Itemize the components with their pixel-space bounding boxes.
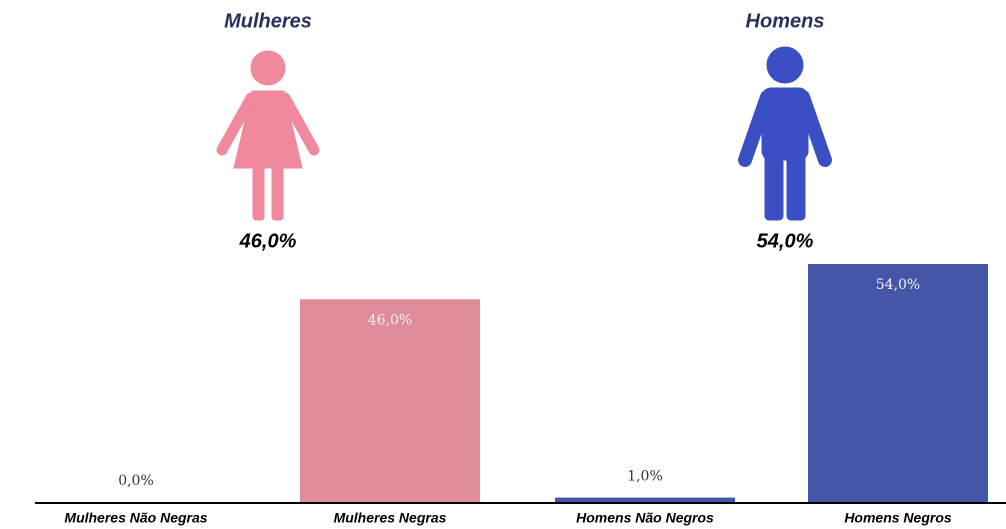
value-label: 0,0% [118, 473, 154, 489]
x-tick-label: Mulheres Negras [334, 510, 447, 526]
x-tick-label: Homens Não Negros [576, 510, 714, 526]
group-value: 54,0% [757, 230, 814, 252]
value-label: 54,0% [876, 277, 920, 293]
x-tick-label: Homens Negros [844, 510, 952, 526]
man-icon [738, 46, 832, 221]
group-value: 46,0% [239, 230, 297, 252]
group-label: Homens [746, 10, 825, 32]
woman-icon [216, 50, 320, 221]
group-label: Mulheres [224, 10, 312, 32]
bar [808, 264, 988, 502]
value-label: 46,0% [368, 312, 412, 328]
bar [555, 497, 735, 502]
bar [300, 299, 480, 502]
value-label: 1,0% [627, 469, 663, 485]
x-tick-label: Mulheres Não Negras [64, 510, 207, 526]
